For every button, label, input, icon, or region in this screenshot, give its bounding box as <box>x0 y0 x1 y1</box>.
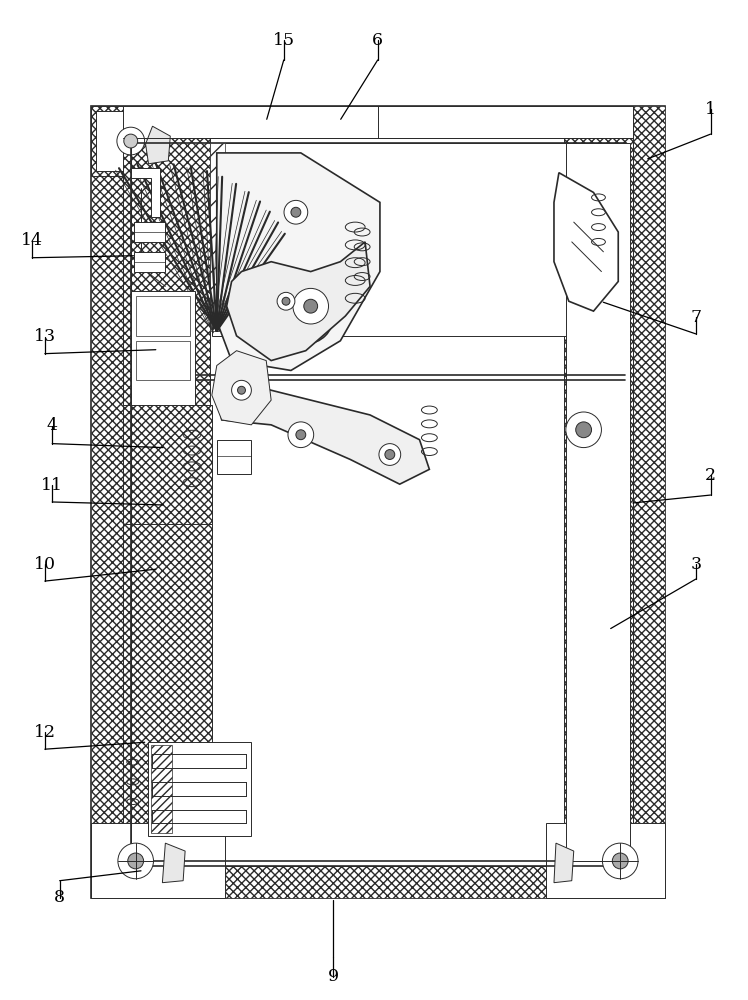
Bar <box>91 106 665 138</box>
Text: 6: 6 <box>373 32 383 49</box>
Bar <box>150 745 172 833</box>
Text: 14: 14 <box>21 232 43 249</box>
Circle shape <box>291 207 301 217</box>
Circle shape <box>565 412 601 448</box>
Circle shape <box>379 444 401 465</box>
Bar <box>546 823 665 898</box>
Bar <box>91 823 224 898</box>
Bar <box>212 143 593 336</box>
Bar <box>135 296 190 336</box>
Bar <box>123 138 210 866</box>
Polygon shape <box>554 843 574 883</box>
Text: 12: 12 <box>34 724 56 741</box>
Circle shape <box>602 843 638 879</box>
Text: 10: 10 <box>34 556 56 573</box>
Circle shape <box>128 853 144 869</box>
Text: 7: 7 <box>690 309 702 326</box>
Circle shape <box>238 386 245 394</box>
Polygon shape <box>146 126 171 164</box>
Circle shape <box>118 843 153 879</box>
Circle shape <box>296 430 306 440</box>
Bar <box>210 143 224 331</box>
Bar <box>564 138 633 866</box>
Bar <box>123 106 633 138</box>
Bar <box>91 106 665 898</box>
Bar <box>131 143 625 861</box>
Bar <box>147 742 251 836</box>
Polygon shape <box>162 843 185 883</box>
Polygon shape <box>227 242 370 361</box>
Circle shape <box>293 288 328 324</box>
Text: 9: 9 <box>328 968 339 985</box>
Bar <box>123 524 212 866</box>
Circle shape <box>284 200 307 224</box>
Circle shape <box>304 299 318 313</box>
Text: 1: 1 <box>705 101 716 118</box>
Circle shape <box>288 422 313 448</box>
Text: 4: 4 <box>46 417 58 434</box>
Circle shape <box>613 853 628 869</box>
Text: 8: 8 <box>54 889 65 906</box>
Bar <box>131 291 195 405</box>
Bar <box>91 866 665 898</box>
Circle shape <box>232 380 251 400</box>
Bar <box>135 341 190 380</box>
Polygon shape <box>217 385 429 484</box>
Circle shape <box>277 292 295 310</box>
Circle shape <box>385 450 395 459</box>
Bar <box>565 143 630 861</box>
Bar <box>91 823 224 898</box>
Polygon shape <box>212 351 272 425</box>
Text: 3: 3 <box>690 556 702 573</box>
Polygon shape <box>554 173 619 311</box>
Bar <box>217 440 251 474</box>
Bar <box>91 106 123 898</box>
Bar <box>96 111 205 171</box>
Text: 11: 11 <box>41 477 64 494</box>
Bar <box>91 106 210 176</box>
Circle shape <box>278 288 334 344</box>
Circle shape <box>124 134 138 148</box>
Bar <box>123 405 212 524</box>
Circle shape <box>117 127 144 155</box>
Bar <box>633 106 665 898</box>
Bar <box>134 222 165 242</box>
Circle shape <box>282 297 290 305</box>
Bar <box>123 138 633 866</box>
Text: 13: 13 <box>34 328 56 345</box>
Text: 2: 2 <box>705 467 716 484</box>
Polygon shape <box>217 153 380 370</box>
Text: 15: 15 <box>273 32 295 49</box>
Bar <box>134 252 165 272</box>
Circle shape <box>576 422 592 438</box>
Polygon shape <box>131 168 160 217</box>
